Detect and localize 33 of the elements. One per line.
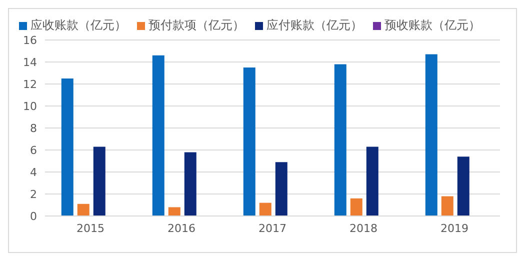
bar — [93, 146, 106, 216]
y-tick-label: 12 — [23, 78, 37, 91]
bar — [184, 152, 196, 216]
x-tick-label: 2017 — [258, 222, 286, 235]
y-tick-label: 0 — [30, 210, 37, 223]
legend-label: 预付款项（亿元） — [148, 18, 244, 32]
x-tick-label: 2019 — [440, 222, 468, 235]
legend-label: 应收账款（亿元） — [30, 18, 126, 32]
y-tick-label: 4 — [30, 166, 37, 179]
bar — [243, 68, 256, 216]
bar — [441, 196, 454, 216]
y-tick-label: 6 — [30, 144, 37, 157]
bar — [168, 207, 180, 216]
bar — [425, 54, 438, 216]
bar — [457, 156, 470, 216]
legend-label: 应付账款（亿元） — [266, 18, 362, 32]
legend-label: 预收账款（亿元） — [384, 18, 480, 32]
bar — [77, 204, 90, 216]
bar — [152, 55, 164, 216]
x-tick-label: 2016 — [168, 222, 196, 235]
x-tick-label: 2018 — [350, 222, 378, 235]
bar — [366, 146, 378, 216]
bar — [350, 198, 362, 216]
y-tick-label: 16 — [23, 34, 37, 47]
bar — [275, 162, 288, 216]
bar — [334, 64, 346, 216]
bar — [259, 202, 272, 216]
bar — [61, 78, 74, 216]
y-tick-label: 10 — [23, 100, 37, 113]
y-tick-label: 8 — [30, 122, 37, 135]
y-tick-label: 14 — [23, 56, 37, 69]
x-tick-label: 2015 — [76, 222, 104, 235]
y-tick-label: 2 — [30, 188, 37, 201]
